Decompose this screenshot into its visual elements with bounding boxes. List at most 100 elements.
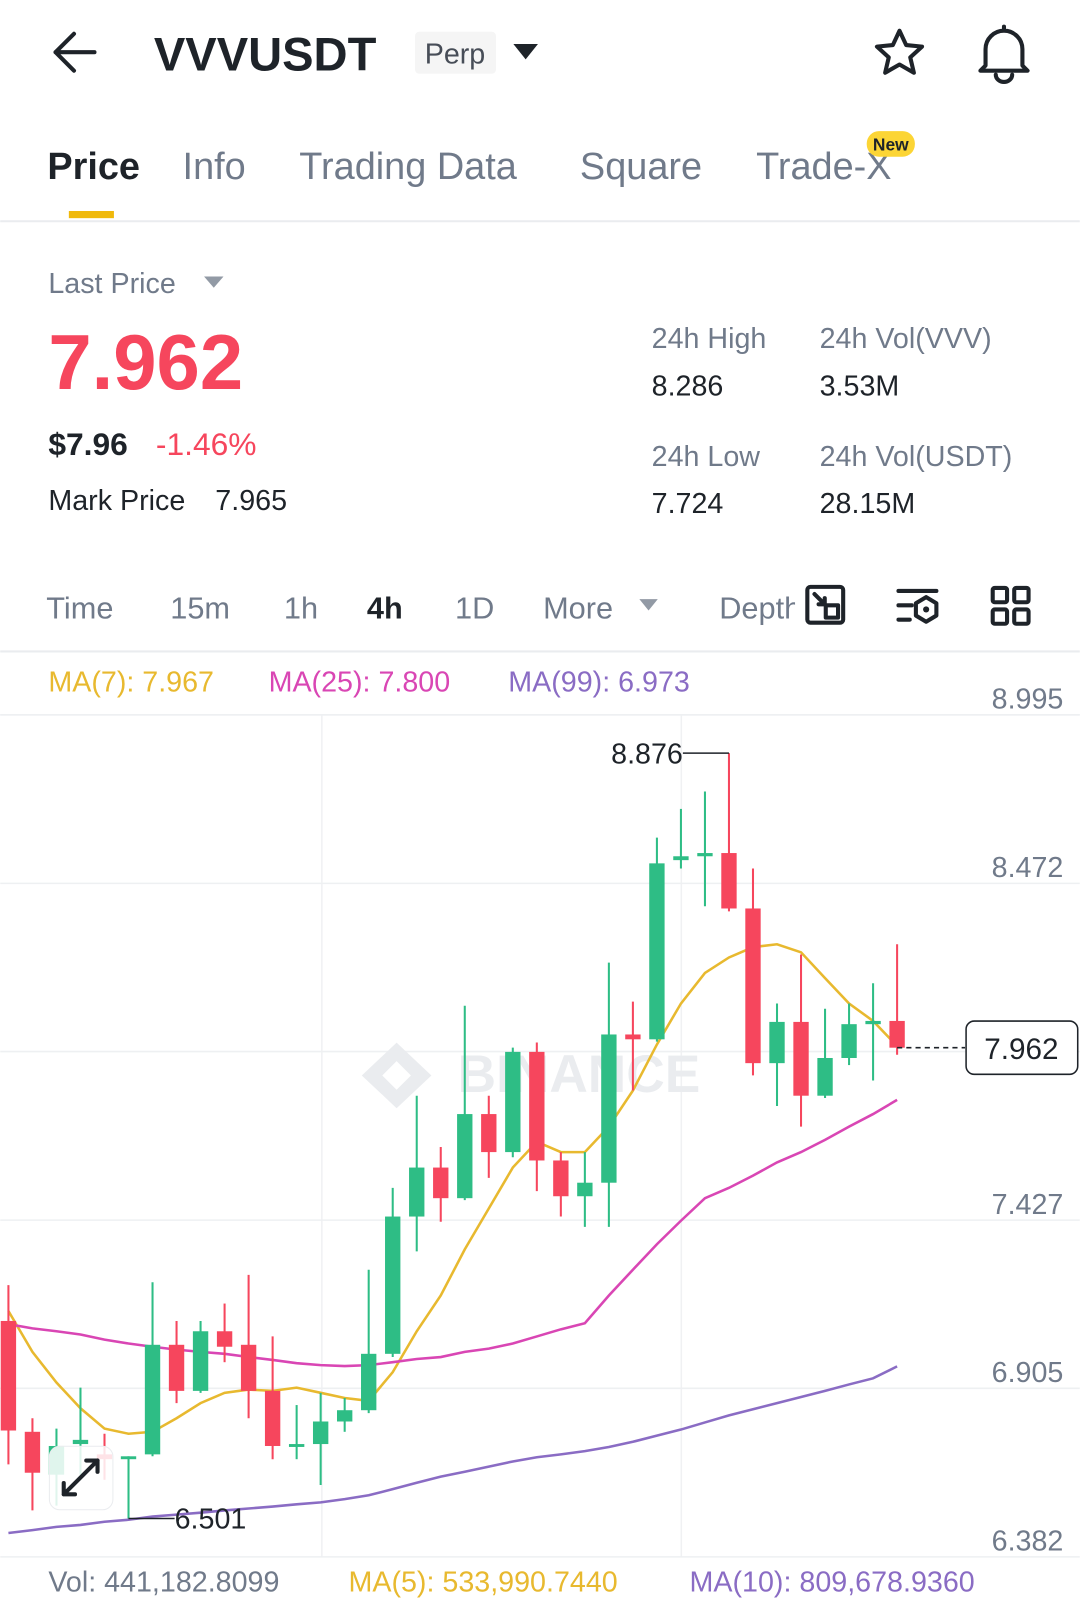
candle-body — [793, 1021, 809, 1096]
ma-legend: MA(25): 7.800 — [269, 666, 451, 698]
candle-body — [312, 1421, 329, 1445]
symbol-dropdown[interactable] — [513, 44, 538, 60]
mark-price: 7.965 — [215, 485, 287, 517]
candle-body — [144, 1344, 161, 1455]
watermark-logo — [361, 1042, 432, 1109]
y-tick-label: 7.427 — [992, 1189, 1064, 1221]
icon-inner — [823, 603, 841, 620]
ma-line — [8, 1365, 898, 1535]
interval[interactable]: 4h — [367, 591, 403, 626]
alert-bell[interactable] — [978, 24, 1030, 84]
tab[interactable]: Info — [183, 146, 246, 188]
candle-body — [457, 1114, 473, 1199]
stat-value: 28.15M — [820, 488, 916, 520]
icon-cell — [990, 585, 1010, 605]
interval[interactable]: 1D — [455, 591, 494, 626]
expand-button[interactable] — [48, 1445, 114, 1511]
candle-body — [481, 1114, 497, 1153]
usd-price: $7.96 — [48, 426, 127, 462]
icon-frame — [805, 584, 846, 625]
candle-body — [601, 1034, 617, 1183]
fullscreen-chart[interactable] — [805, 584, 846, 625]
candle-body — [889, 1020, 905, 1048]
interval[interactable]: Depth — [719, 591, 801, 626]
candle-body — [625, 1034, 641, 1040]
candle-body — [72, 1439, 89, 1445]
candle-body — [385, 1216, 401, 1354]
candle-body — [120, 1456, 137, 1460]
volume-legend: MA(10): 809,678.9360 — [690, 1567, 975, 1599]
bell-icon — [978, 24, 1030, 84]
last-price-label[interactable]: Last Price — [48, 268, 175, 300]
candle-body — [745, 908, 761, 1064]
stat-value: 7.724 — [652, 488, 724, 520]
candle-body — [505, 1051, 521, 1153]
icon-lines — [896, 588, 939, 622]
tab[interactable]: Price — [47, 146, 140, 188]
badge-bg — [415, 31, 496, 74]
new-badge-bg — [866, 131, 915, 157]
interval[interactable]: More — [543, 591, 613, 626]
tab[interactable]: Trade-X — [756, 146, 891, 188]
perp-badge: Perp — [425, 39, 486, 71]
candle-body — [721, 853, 737, 909]
y-tick-label: 8.995 — [992, 684, 1064, 716]
candle-body — [288, 1444, 305, 1447]
candle-body — [529, 1051, 545, 1161]
y-tick-label: 6.905 — [992, 1357, 1064, 1389]
toolbar-icons — [805, 584, 1031, 626]
candle-body — [553, 1160, 569, 1197]
candle-body — [673, 856, 689, 861]
last-price-tag[interactable]: 7.962 — [984, 1033, 1058, 1066]
favorite-star[interactable] — [874, 28, 925, 75]
last-price-tag-bg — [965, 1020, 1079, 1076]
indicator-settings[interactable] — [896, 588, 939, 624]
volume-legend: Vol: 441,182.8099 — [48, 1567, 279, 1599]
tab[interactable]: Trading Data — [299, 146, 517, 188]
mark-price-label: Mark Price — [48, 485, 185, 517]
candle-body — [841, 1024, 857, 1058]
icon-cell — [1012, 585, 1031, 605]
icon-cell — [1012, 607, 1031, 626]
candle-body — [240, 1344, 257, 1391]
ma-legend: MA(99): 6.973 — [508, 666, 690, 698]
new-badge: New — [873, 135, 909, 155]
candle-body — [168, 1344, 185, 1391]
tab[interactable]: Square — [580, 146, 702, 188]
candle-body — [216, 1331, 233, 1347]
candle-body — [192, 1331, 209, 1391]
price-change: -1.46% — [156, 426, 257, 462]
candle-body — [0, 1320, 17, 1431]
interval[interactable]: 15m — [170, 591, 230, 626]
candle-body — [264, 1390, 281, 1446]
icon-dot — [923, 606, 930, 613]
y-tick-label: 8.472 — [992, 852, 1064, 884]
last-price: 7.962 — [48, 320, 243, 406]
stat-label: 24h Vol(USDT) — [820, 441, 1013, 473]
ma-line — [8, 1098, 898, 1368]
candle-body — [409, 1167, 425, 1217]
stat-label: 24h High — [652, 323, 767, 355]
back-arrow — [53, 31, 97, 73]
layout-grid[interactable] — [990, 585, 1031, 626]
interval[interactable]: Time — [46, 591, 113, 626]
symbol[interactable]: VVVUSDT — [154, 28, 377, 81]
y-tick-label: 6.382 — [992, 1526, 1064, 1558]
candle-body — [433, 1167, 449, 1199]
interval[interactable]: 1h — [284, 591, 318, 626]
candle-body — [24, 1431, 41, 1473]
stat-label: 24h Vol(VVV) — [820, 323, 992, 355]
icon-hex — [913, 595, 939, 624]
stat-value: 8.286 — [652, 370, 724, 402]
kline-chart[interactable]: MA(7): 7.967 MA(25): 7.800 MA(99): 6.973 8.… — [0, 666, 1080, 1599]
expand-icon — [61, 1458, 100, 1497]
stat-value: 3.53M — [820, 370, 900, 402]
more-dropdown[interactable] — [639, 599, 658, 611]
ma-legend: MA(7): 7.967 — [48, 666, 214, 698]
high-marker: 8.876 — [611, 738, 683, 770]
last-price-dropdown[interactable] — [204, 276, 224, 288]
stat-label: 24h Low — [652, 441, 761, 473]
candle-body — [817, 1057, 833, 1096]
back-button[interactable] — [53, 31, 97, 73]
